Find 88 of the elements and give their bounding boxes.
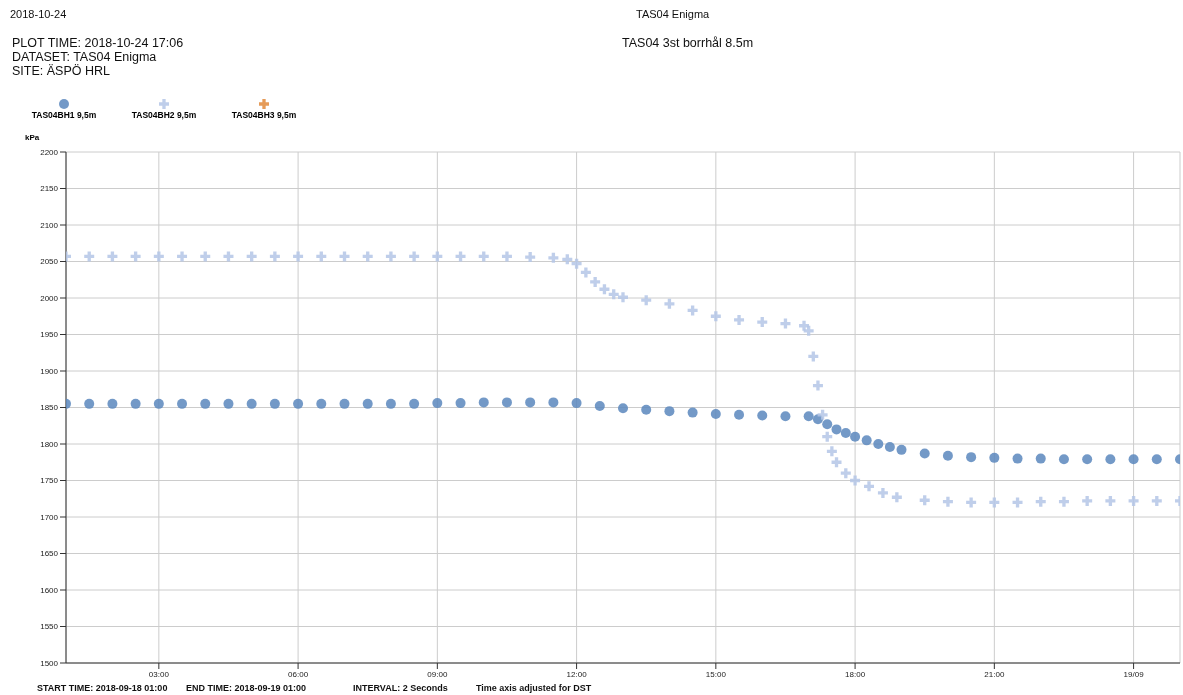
point bbox=[734, 409, 745, 420]
point bbox=[84, 398, 95, 409]
point bbox=[780, 411, 791, 422]
point bbox=[362, 398, 373, 409]
point bbox=[1151, 454, 1162, 465]
point bbox=[861, 435, 872, 446]
point bbox=[942, 450, 953, 461]
y-tick-label: 1700 bbox=[40, 512, 59, 522]
point bbox=[246, 398, 257, 409]
point bbox=[316, 398, 327, 409]
point bbox=[1105, 454, 1116, 465]
y-tick-label: 1650 bbox=[40, 549, 59, 559]
point bbox=[989, 452, 1000, 463]
point bbox=[548, 397, 559, 408]
point bbox=[966, 452, 977, 463]
y-tick-label: 1500 bbox=[40, 658, 59, 668]
text: Time axis adjusted for DST bbox=[476, 683, 592, 693]
y-tick-label: 1950 bbox=[40, 330, 59, 340]
x-tick-label: 09:00 bbox=[427, 669, 448, 679]
x-tick-label: 15:00 bbox=[705, 669, 727, 679]
point bbox=[269, 398, 280, 409]
point bbox=[757, 410, 768, 421]
y-tick-label: 2050 bbox=[40, 257, 59, 267]
point bbox=[803, 411, 814, 422]
y-axis-title: kPa bbox=[25, 133, 40, 142]
point bbox=[618, 403, 628, 414]
point bbox=[594, 401, 605, 412]
point bbox=[687, 407, 698, 418]
point bbox=[478, 397, 489, 408]
y-tick-label: 2100 bbox=[40, 220, 59, 230]
text: TAS04 Enigma bbox=[636, 8, 710, 20]
text: DATASET: TAS04 Enigma bbox=[12, 50, 157, 64]
point bbox=[873, 439, 884, 449]
point bbox=[339, 398, 350, 409]
point bbox=[571, 398, 582, 409]
point bbox=[525, 397, 536, 408]
point bbox=[177, 398, 188, 409]
point bbox=[409, 398, 420, 409]
point bbox=[1058, 454, 1069, 465]
text: INTERVAL: 2 Seconds bbox=[353, 683, 448, 693]
point bbox=[831, 424, 842, 435]
y-tick-label: 1850 bbox=[40, 403, 59, 413]
x-tick-label: 03:00 bbox=[148, 669, 170, 679]
point bbox=[850, 431, 861, 442]
x-tick-label: 06:00 bbox=[288, 669, 309, 679]
y-tick-label: 2200 bbox=[40, 147, 59, 157]
y-tick-label: 1800 bbox=[40, 439, 59, 449]
y-tick-label: 1900 bbox=[40, 366, 59, 376]
point bbox=[822, 419, 833, 430]
point bbox=[130, 398, 141, 409]
legend-label: TAS04BH1 9,5m bbox=[31, 110, 97, 120]
x-tick-label: 18:00 bbox=[845, 669, 866, 679]
point bbox=[501, 397, 512, 408]
point bbox=[153, 398, 164, 409]
x-tick-label: 19/09 bbox=[1123, 669, 1145, 679]
text: END TIME: 2018-09-19 01:00 bbox=[186, 683, 307, 693]
x-tick-label: 12:00 bbox=[566, 669, 588, 679]
y-tick-label: 1600 bbox=[40, 585, 59, 595]
point bbox=[884, 441, 895, 452]
text: PLOT TIME: 2018-10-24 17:06 bbox=[12, 36, 184, 50]
point bbox=[432, 398, 443, 409]
point bbox=[385, 398, 396, 409]
point bbox=[293, 398, 304, 409]
point bbox=[1035, 453, 1046, 464]
text: START TIME: 2018-09-18 01:00 bbox=[37, 683, 168, 693]
text: 2018-10-24 bbox=[10, 8, 67, 20]
point bbox=[107, 398, 118, 409]
x-tick-label: 21:00 bbox=[984, 669, 1005, 679]
point bbox=[896, 444, 907, 455]
point bbox=[223, 398, 234, 409]
point bbox=[200, 398, 211, 409]
legend-label: TAS04BH3 9,5m bbox=[231, 110, 297, 120]
point bbox=[1128, 454, 1139, 465]
y-tick-label: 2150 bbox=[40, 184, 59, 194]
point bbox=[840, 428, 851, 439]
point bbox=[455, 398, 466, 409]
legend-label: TAS04BH2 9,5m bbox=[131, 110, 197, 120]
point bbox=[919, 448, 930, 459]
y-tick-label: 1750 bbox=[40, 476, 59, 486]
y-tick-label: 1550 bbox=[40, 622, 59, 632]
text: SITE: ÄSPÖ HRL bbox=[12, 64, 110, 78]
chart-title: TAS04 3st borrhål 8.5m bbox=[622, 36, 754, 50]
point bbox=[1012, 453, 1023, 464]
point bbox=[641, 404, 652, 415]
point bbox=[710, 409, 721, 420]
point bbox=[664, 406, 675, 417]
y-tick-label: 2000 bbox=[40, 293, 59, 303]
point bbox=[1082, 454, 1093, 465]
